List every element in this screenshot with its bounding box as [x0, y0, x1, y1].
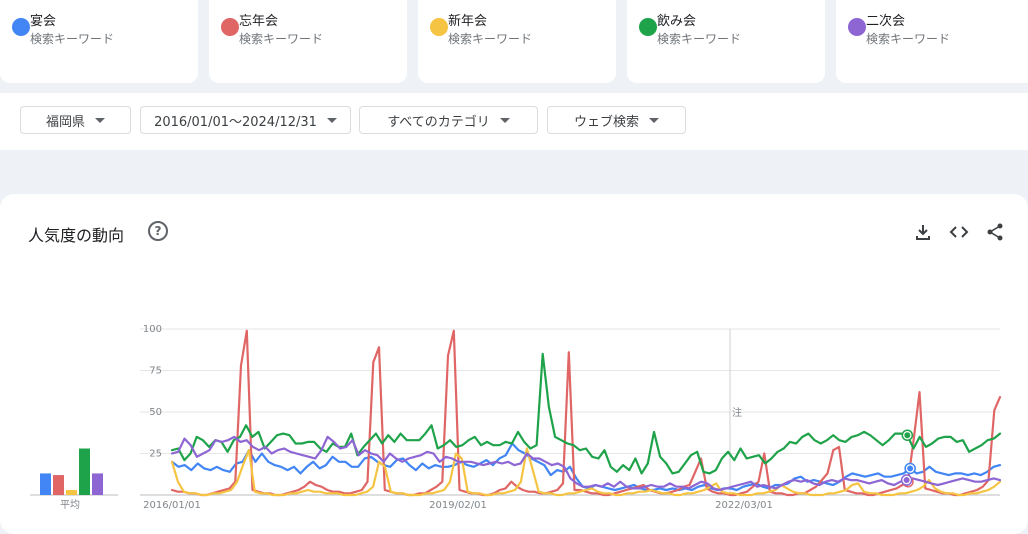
average-bar — [66, 490, 77, 495]
term-card-3[interactable]: 飲み会 検索キーワード — [627, 0, 825, 83]
date-range-label: 2016/01/01〜2024/12/31 — [154, 114, 317, 130]
term-color-dot — [12, 18, 30, 36]
series-line-4 — [170, 435, 1002, 492]
interest-over-time-card: 人気度の動向 ? 100 75 50 25 注 2016/01/01 2019/02/01 2… — [0, 194, 1028, 534]
average-bar — [92, 473, 103, 495]
section-title: 人気度の動向 — [28, 226, 125, 245]
term-color-dot — [848, 18, 866, 36]
term-color-dot — [639, 18, 657, 36]
hover-marker — [907, 465, 914, 472]
term-card-1[interactable]: 忘年会 検索キーワード — [209, 0, 407, 83]
search-type-label: ウェブ検索 — [573, 114, 639, 130]
term-card-2[interactable]: 新年会 検索キーワード — [418, 0, 616, 83]
chevron-down-icon — [649, 117, 659, 123]
x-tick-label: 2016/01/01 — [143, 500, 201, 511]
term-color-dot — [221, 18, 239, 36]
hover-marker — [903, 477, 910, 484]
annotation-note: 注 — [732, 406, 742, 419]
hover-marker — [904, 432, 911, 439]
term-card-4[interactable]: 二次会 検索キーワード — [836, 0, 1028, 83]
y-tick-label: 75 — [149, 366, 162, 377]
term-type: 検索キーワード — [866, 32, 951, 46]
trend-chart: 100 75 50 25 注 2016/01/01 2019/02/01 2022/03/01… — [30, 324, 1002, 511]
series-line-3 — [170, 352, 1002, 475]
series-line-2 — [170, 447, 1002, 497]
average-label: 平均 — [60, 499, 80, 511]
x-tick-label: 2022/03/01 — [715, 500, 773, 511]
date-range-filter[interactable]: 2016/01/01〜2024/12/31 — [140, 106, 351, 134]
average-bar — [40, 473, 51, 495]
term-name: 宴会 — [30, 14, 57, 29]
help-circle-icon[interactable]: ? — [148, 221, 168, 241]
region-filter[interactable]: 福岡県 — [20, 106, 131, 134]
filter-bar: 福岡県 2016/01/01〜2024/12/31 すべてのカテゴリ ウェブ検索 — [0, 93, 1028, 150]
term-type: 検索キーワード — [30, 32, 115, 46]
share-icon[interactable] — [985, 222, 1005, 242]
term-name: 二次会 — [866, 14, 906, 29]
chevron-down-icon — [95, 117, 105, 123]
series-line-0 — [170, 442, 1002, 492]
search-type-filter[interactable]: ウェブ検索 — [547, 106, 686, 134]
average-bar — [53, 475, 64, 495]
term-card-0[interactable]: 宴会 検索キーワード — [0, 0, 198, 83]
term-type: 検索キーワード — [448, 32, 533, 46]
chevron-down-icon — [499, 117, 510, 123]
x-tick-label: 2019/02/01 — [429, 500, 487, 511]
chevron-down-icon — [326, 117, 337, 123]
term-type: 検索キーワード — [657, 32, 742, 46]
term-name: 飲み会 — [657, 14, 697, 29]
term-color-dot — [430, 18, 448, 36]
term-name: 新年会 — [448, 14, 488, 29]
y-tick-label: 50 — [149, 407, 162, 418]
term-type: 検索キーワード — [239, 32, 324, 46]
category-filter-label: すべてのカテゴリ — [387, 114, 490, 130]
download-icon[interactable] — [913, 222, 933, 242]
y-tick-label: 25 — [149, 449, 162, 460]
term-name: 忘年会 — [239, 14, 279, 29]
series-line-1 — [170, 329, 1002, 497]
embed-code-icon[interactable] — [949, 222, 969, 242]
y-tick-label: 100 — [143, 324, 162, 335]
region-filter-label: 福岡県 — [45, 114, 85, 130]
average-bar — [79, 448, 90, 495]
category-filter[interactable]: すべてのカテゴリ — [359, 106, 538, 134]
